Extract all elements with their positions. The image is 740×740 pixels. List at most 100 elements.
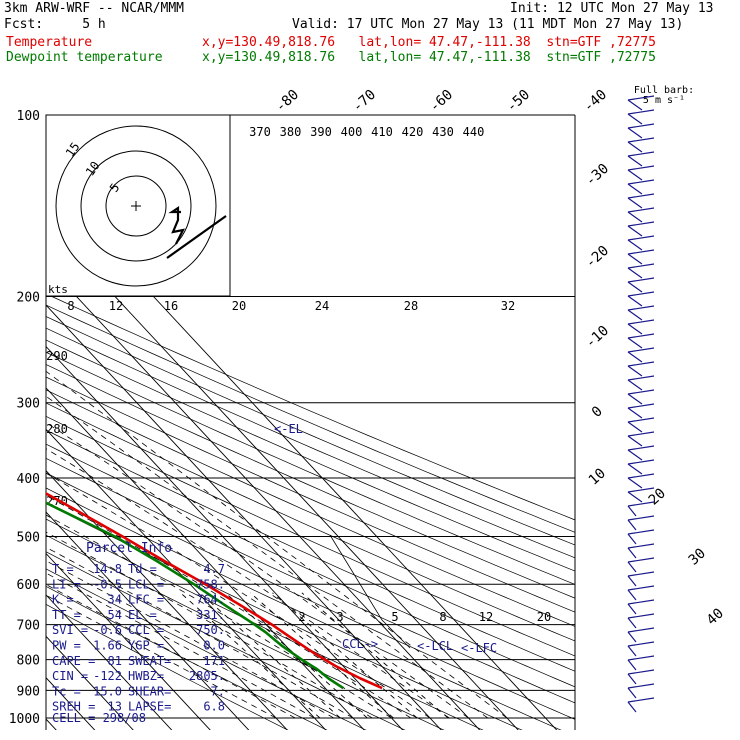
isotherm-label: -10 bbox=[583, 323, 613, 352]
isotherm-label: -80 bbox=[273, 87, 303, 116]
isotherm-line bbox=[46, 511, 250, 730]
parcel-param-value: 0.0 bbox=[203, 639, 225, 653]
dry-adiabat-line bbox=[46, 429, 575, 672]
parcel-param-name: SWEAT= bbox=[128, 654, 171, 668]
parcel-param-value: 14.8 bbox=[93, 562, 122, 576]
wind-barb bbox=[627, 221, 655, 237]
moist-adiabat-line bbox=[46, 583, 296, 719]
parcel-info-box: Parcel Info T = 14.8 Td = 4.7 LI = -0.5 LCL = 75… bbox=[52, 541, 225, 725]
parcel-param-name: Td = bbox=[128, 562, 157, 576]
wind-barb bbox=[627, 319, 655, 335]
isotherm-label: -30 bbox=[583, 161, 613, 190]
theta-label: 420 bbox=[402, 125, 424, 139]
parcel-param-value: -0.6 bbox=[93, 623, 122, 637]
lfc-marker: <-LFC bbox=[461, 641, 497, 655]
wind-barb bbox=[627, 235, 655, 251]
parcel-param-name: LFC = bbox=[128, 593, 164, 607]
pressure-tick-label: 300 bbox=[17, 397, 40, 412]
wind-barb bbox=[627, 641, 655, 657]
parcel-param-name: LI = bbox=[52, 577, 81, 591]
parcel-param-value: 13 bbox=[108, 700, 122, 714]
pressure-tick-label: 500 bbox=[17, 530, 40, 545]
parcel-param-value: 7. bbox=[211, 684, 225, 698]
isotherm-label: 40 bbox=[704, 605, 727, 628]
wind-barb bbox=[627, 585, 655, 601]
hodograph-ring-label: 15 bbox=[63, 140, 83, 160]
mixing-ratio-line bbox=[249, 592, 394, 719]
dry-adiabat-line bbox=[46, 293, 575, 521]
wind-barb bbox=[627, 613, 655, 629]
shear-speed-label: 24 bbox=[315, 299, 329, 313]
wind-barb bbox=[627, 277, 655, 293]
shear-speed-label: 28 bbox=[404, 299, 418, 313]
wind-barb bbox=[627, 683, 655, 699]
parcel-param-value: 81 bbox=[108, 654, 122, 668]
dewpoint-line bbox=[46, 501, 345, 690]
theta-label: 430 bbox=[432, 125, 454, 139]
pressure-tick-label: 200 bbox=[17, 291, 40, 306]
parcel-param-value: 171 bbox=[203, 654, 225, 668]
isotherm-line bbox=[46, 594, 173, 730]
parcel-param-name: LCL = bbox=[128, 577, 164, 591]
wind-barb bbox=[627, 305, 655, 321]
moist-adiabat-line bbox=[46, 472, 431, 719]
dewpoint-location: x,y=130.49,818.76 lat,lon= 47.47,-111.38… bbox=[202, 50, 656, 65]
isotherm-label: -20 bbox=[583, 243, 613, 272]
mixing-ratio-label: 8 bbox=[439, 610, 446, 624]
parcel-param-name: HWBZ= bbox=[128, 669, 164, 683]
parcel-param-value: 1.66 bbox=[93, 639, 122, 653]
hodograph-ring bbox=[80, 150, 192, 262]
mixing-ratio-line bbox=[199, 592, 341, 719]
wind-barb bbox=[627, 599, 655, 615]
wind-barb bbox=[627, 417, 655, 433]
dry-adiabat-line bbox=[46, 304, 575, 533]
dry-adiabat-line bbox=[46, 472, 575, 720]
dry-adiabat-line bbox=[46, 534, 445, 730]
moist-adiabat-line bbox=[46, 594, 277, 719]
sounding-profiles bbox=[46, 491, 411, 690]
dry-adiabat-line bbox=[46, 351, 575, 585]
dry-adiabat-line bbox=[46, 416, 575, 657]
parcel-param-name: SVI = bbox=[52, 623, 88, 637]
valid-time: Valid: 17 UTC Mon 27 May 13 (11 MDT Mon … bbox=[292, 17, 684, 32]
moist-adiabat-line bbox=[46, 494, 412, 719]
wind-barb bbox=[627, 207, 655, 223]
chart-grid bbox=[46, 115, 575, 730]
dry-adiabat-line bbox=[46, 585, 328, 730]
hodograph-units-label: kts bbox=[48, 283, 68, 296]
dry-adiabat-line bbox=[46, 402, 575, 642]
parcel-param-name: YGP = bbox=[128, 639, 164, 653]
parcel-param-value: 4.7 bbox=[203, 562, 225, 576]
pressure-tick-label: 1000 bbox=[9, 712, 40, 727]
parcel-param-name: CCL = bbox=[128, 623, 164, 637]
isotherm-label: -70 bbox=[350, 87, 380, 116]
moist-adiabat-line bbox=[46, 572, 315, 719]
isotherm-line bbox=[46, 428, 327, 730]
dry-adiabat-line bbox=[46, 457, 575, 704]
mixing-ratio-label: 5 bbox=[391, 610, 398, 624]
wind-barb bbox=[627, 123, 655, 139]
dry-adiabat-line bbox=[46, 364, 575, 599]
pressure-tick-label: 900 bbox=[17, 684, 40, 699]
isotherm-line bbox=[46, 221, 519, 730]
init-time: Init: 12 UTC Mon 27 May 13 bbox=[510, 1, 714, 16]
shear-speed-label: 8 bbox=[67, 299, 74, 313]
lcl-marker: <-LCL bbox=[417, 639, 453, 653]
wind-barb bbox=[627, 249, 655, 265]
dry-adiabat-line bbox=[46, 376, 575, 613]
wind-barb bbox=[627, 697, 655, 713]
shear-speed-label: 32 bbox=[501, 299, 515, 313]
wind-barb bbox=[627, 291, 655, 307]
wind-barb bbox=[627, 165, 655, 181]
isotherm-line bbox=[46, 470, 288, 730]
isotherm-line bbox=[46, 552, 211, 730]
wind-barb bbox=[627, 543, 655, 559]
parcel-param-name: LAPSE= bbox=[128, 700, 171, 714]
el-marker: <-EL bbox=[274, 422, 303, 436]
dewpoint-legend: Dewpoint temperature bbox=[6, 50, 163, 65]
parcel-param-name: K = bbox=[52, 593, 74, 607]
parcel-param-value: 758. bbox=[196, 577, 225, 591]
wind-barb bbox=[627, 431, 655, 447]
dry-adiabat-line bbox=[46, 603, 289, 730]
